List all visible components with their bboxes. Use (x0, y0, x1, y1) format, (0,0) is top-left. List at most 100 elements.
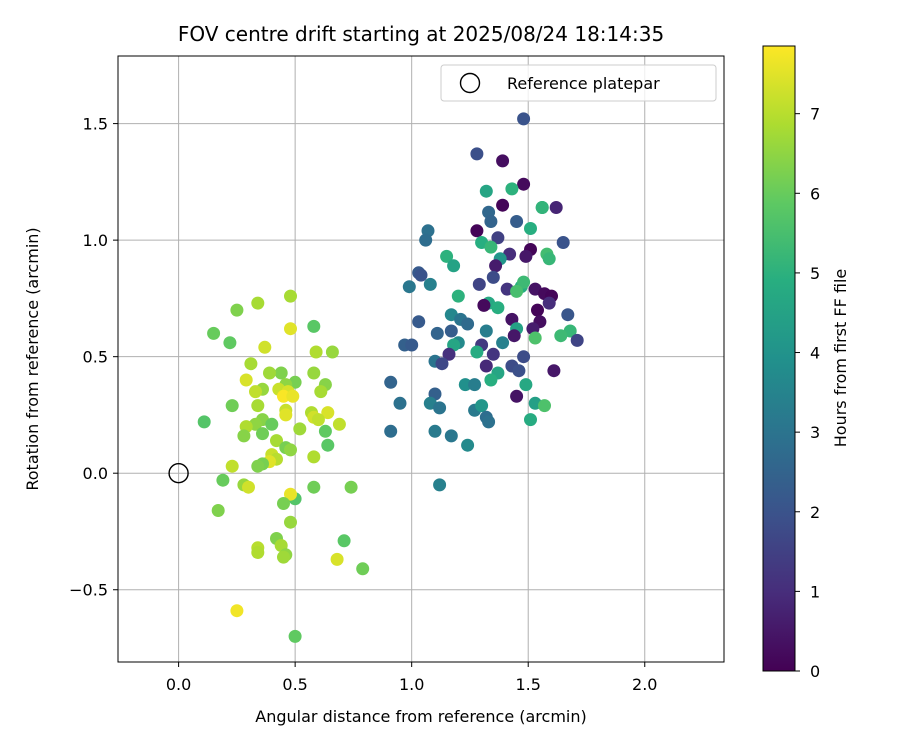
data-point-0 (517, 112, 531, 126)
data-point-134 (321, 406, 335, 420)
data-point-68 (405, 338, 419, 352)
grid-lines (118, 56, 724, 662)
data-point-110 (284, 322, 297, 336)
data-point-73 (486, 347, 500, 361)
y-tick-label-1: 0.0 (83, 464, 108, 483)
data-point-175 (277, 550, 290, 564)
y-tick-label-4: 1.5 (83, 115, 108, 134)
data-point-157 (225, 459, 239, 473)
data-point-25 (440, 249, 454, 263)
data-point-161 (242, 480, 255, 494)
data-point-97 (524, 413, 537, 427)
plot-frame (117, 55, 725, 663)
data-point-77 (479, 359, 493, 373)
data-point-62 (507, 329, 521, 343)
data-point-107 (230, 303, 244, 317)
data-point-102 (461, 438, 475, 452)
data-point-18 (556, 236, 570, 249)
data-point-131 (251, 399, 265, 413)
data-point-178 (230, 604, 244, 618)
data-point-30 (414, 268, 428, 282)
data-point-119 (239, 373, 253, 387)
data-point-27 (447, 259, 461, 273)
data-point-128 (277, 389, 290, 403)
data-point-168 (284, 515, 297, 529)
colorbar-tick-label-6: 6 (810, 184, 820, 203)
data-point-127 (314, 385, 328, 399)
data-point-83 (384, 375, 398, 389)
colorbar-tick-label-2: 2 (810, 503, 820, 522)
data-point-71 (442, 347, 456, 361)
data-point-76 (435, 357, 449, 371)
colorbar-tick-label-7: 7 (810, 105, 820, 124)
data-point-31 (486, 270, 500, 284)
data-point-115 (244, 357, 258, 371)
data-point-74 (517, 350, 531, 364)
data-point-104 (535, 201, 549, 214)
data-point-148 (270, 434, 283, 448)
data-point-2 (496, 154, 510, 168)
data-point-162 (344, 480, 358, 494)
data-point-48 (561, 308, 575, 322)
data-point-118 (263, 366, 276, 380)
data-point-92 (433, 401, 447, 415)
data-point-152 (321, 438, 335, 452)
colorbar-ticks: 0 1 2 3 4 5 6 7 (795, 105, 820, 681)
data-point-109 (207, 326, 221, 340)
data-point-79 (547, 364, 561, 378)
x-tick-label-4: 2.0 (632, 675, 657, 694)
x-tick-label-3: 1.5 (515, 675, 540, 694)
data-point-58 (430, 326, 444, 340)
data-point-3 (517, 177, 531, 191)
data-point-158 (251, 459, 265, 473)
data-point-64 (570, 333, 584, 347)
data-point-47 (531, 303, 544, 317)
data-point-169 (337, 534, 351, 548)
data-point-116 (274, 366, 288, 380)
data-point-66 (496, 336, 510, 350)
data-point-90 (393, 396, 407, 410)
data-point-23 (519, 249, 533, 263)
data-point-113 (309, 345, 323, 359)
data-point-59 (479, 324, 493, 338)
data-point-28 (489, 259, 503, 273)
data-point-54 (461, 317, 475, 331)
x-axis-ticks: 0.0 0.5 1.0 1.5 2.0 (166, 662, 657, 694)
colorbar-tick-label-5: 5 (810, 264, 820, 283)
data-point-95 (538, 399, 551, 413)
data-point-42 (510, 284, 524, 298)
data-point-125 (249, 385, 262, 399)
colorbar-tick-label-4: 4 (810, 344, 820, 363)
y-tick-label-3: 1.0 (83, 231, 108, 250)
data-points (197, 112, 584, 643)
legend-box (440, 64, 717, 102)
data-point-33 (423, 277, 437, 291)
data-point-147 (237, 429, 251, 443)
data-point-101 (444, 429, 458, 443)
data-point-100 (428, 424, 442, 438)
x-tick-label-0: 0.0 (166, 675, 191, 694)
data-point-108 (307, 319, 321, 333)
data-point-1 (470, 147, 484, 161)
data-point-142 (332, 417, 346, 431)
reference-platepar-marker (168, 463, 189, 484)
data-point-4 (505, 182, 519, 196)
data-point-94 (475, 399, 489, 413)
data-point-61 (554, 329, 568, 343)
legend: Reference platepar (440, 64, 717, 102)
colorbar: 0 1 2 3 4 5 6 7 Hours from first FF file (762, 45, 850, 681)
data-point-103 (433, 478, 447, 492)
data-point-173 (251, 546, 265, 559)
data-point-57 (444, 324, 458, 338)
reference-marker (168, 463, 189, 484)
data-point-44 (477, 298, 491, 312)
data-point-99 (384, 424, 398, 438)
data-point-135 (279, 408, 293, 422)
data-point-63 (528, 331, 542, 345)
data-point-84 (458, 378, 472, 392)
data-point-41 (517, 275, 531, 289)
chart-title: FOV centre drift starting at 2025/08/24 … (178, 22, 664, 46)
legend-reference-marker (459, 72, 481, 94)
data-point-177 (356, 562, 370, 576)
